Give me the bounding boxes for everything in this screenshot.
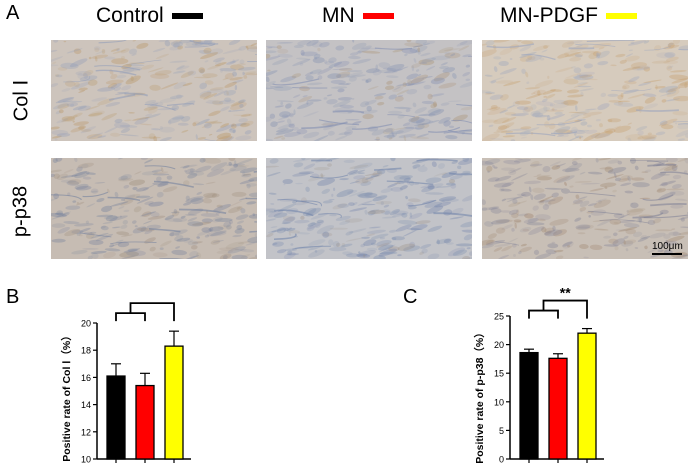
y-axis-label: Positive rate of Col Ⅰ（%） [60, 330, 73, 461]
bar-mn-pdgf [164, 345, 184, 460]
group-bracket [115, 312, 146, 322]
y-axis-label: Positive rate of p-p38（%） [473, 327, 486, 464]
significance-bracket [129, 302, 175, 322]
y-tick-label: 14 [81, 400, 91, 410]
micrograph-p-p38-mn-pdgf [482, 158, 688, 259]
legend-swatch-mn-pdgf [606, 13, 637, 19]
scale-bar-line [652, 253, 682, 255]
legend-swatch-mn [362, 13, 394, 19]
scale-bar-label: 100μm [652, 241, 683, 252]
row-label-p-p38: p-p38 [9, 185, 32, 238]
bar-chart-p-p38: 0 5 10 15 20 25 ** Positive rate of p-p38（%） [473, 285, 604, 465]
micrograph-col1-mn [266, 40, 472, 141]
significance-label: ** [560, 285, 571, 301]
y-tick-label: 10 [81, 455, 91, 465]
micrograph-p-p38-mn [266, 158, 472, 259]
group-bracket [528, 309, 559, 319]
significance-label: ** [147, 300, 158, 303]
column-header-mn-pdgf: MN-PDGF [500, 4, 637, 28]
column-header-control: Control [96, 4, 203, 28]
bar-mn [135, 384, 155, 460]
y-tick-label: 16 [81, 373, 91, 383]
micrograph-p-p38-control [51, 158, 257, 259]
bar-chart-col1: 10 12 14 16 18 20 ** Positive rate of Col Ⅰ（%） [60, 300, 191, 465]
y-tick-label: 12 [81, 427, 91, 437]
y-tick-label: 18 [81, 346, 91, 356]
micrograph-col1-mn-pdgf [482, 40, 688, 141]
y-tick-label: 25 [494, 312, 504, 322]
micrograph-col1-control [51, 40, 257, 141]
group-label-mn-pdgf: MN-PDGF [500, 4, 598, 27]
bar-control [519, 351, 539, 460]
y-tick-label: 5 [499, 426, 504, 436]
y-tick-label: 20 [494, 340, 504, 350]
panel-letter-a: A [6, 2, 20, 24]
scale-bar: 100μm [652, 241, 683, 255]
significance-bracket [542, 299, 588, 319]
group-label-mn: MN [322, 4, 355, 27]
row-label-col1: Col Ⅰ [10, 79, 33, 122]
y-tick-label: 0 [499, 455, 504, 465]
bar-mn [548, 357, 568, 460]
panel-letter-b: B [6, 286, 20, 308]
column-header-mn: MN [322, 4, 394, 28]
y-tick-label: 15 [494, 369, 504, 379]
legend-swatch-control [171, 13, 203, 19]
panel-letter-c: C [403, 286, 418, 308]
y-tick-label: 10 [494, 397, 504, 407]
bar-control [106, 375, 126, 460]
y-tick-label: 20 [81, 319, 91, 329]
bar-mn-pdgf [577, 332, 597, 460]
group-label-control: Control [96, 4, 164, 27]
